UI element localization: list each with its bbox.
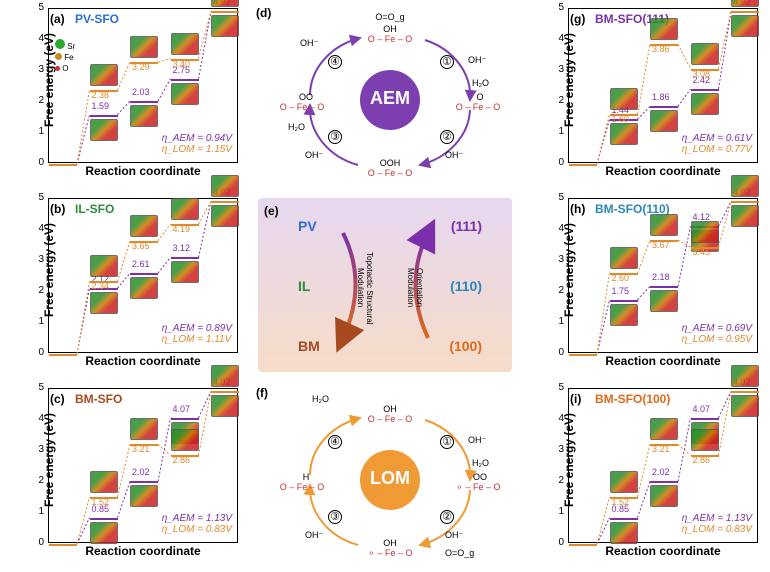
step-4: ④ xyxy=(328,435,342,449)
eta-aem: η_AEM = 0.61V xyxy=(682,133,752,144)
figure-grid: (a) PV-SFO Free energy (eV) Reaction coo… xyxy=(0,0,770,570)
eta-values: η_AEM = 0.89V η_LOM = 1.11V xyxy=(162,323,232,345)
step-3: ③ xyxy=(328,510,342,524)
panel-g: (g) BM-SFO(111) Free energy (eV) Reactio… xyxy=(520,0,770,190)
spf-top: H₂O xyxy=(312,394,329,404)
spf3r: OH⁻ xyxy=(305,530,323,541)
spf1r: OH⁻ xyxy=(468,435,486,446)
sp1r: OH⁻ xyxy=(468,55,486,66)
eta-aem: η_AEM = 0.89V xyxy=(162,323,232,334)
step-2: ② xyxy=(440,130,454,144)
eta-values: η_AEM = 0.61V η_LOM = 0.77V xyxy=(682,133,752,155)
eta-lom: η_LOM = 1.11V xyxy=(162,334,232,345)
spf4a: H xyxy=(286,472,326,482)
panel-e: (e) PV IL BM (111) (110) (100) Topotacti… xyxy=(258,198,512,372)
x-axis-label: Reaction coordinate xyxy=(48,164,238,178)
sp3r: OH⁻ xyxy=(305,150,323,161)
x-axis-label: Reaction coordinate xyxy=(48,544,238,558)
sp4a: OO xyxy=(286,92,326,102)
eta-values: η_AEM = 1.13V η_LOM = 0.83V xyxy=(682,513,752,535)
eta-values: η_AEM = 0.94V η_LOM = 1.15V xyxy=(162,133,232,155)
legend-o: O xyxy=(62,64,68,73)
sp2a: O xyxy=(460,92,500,102)
spf1p: H₂O xyxy=(472,458,489,468)
step-3: ③ xyxy=(328,130,342,144)
eta-lom: η_LOM = 0.95V xyxy=(682,334,752,345)
spf4r: O=O_g xyxy=(445,548,474,558)
spf1a: OH xyxy=(370,404,410,414)
step-4: ④ xyxy=(328,55,342,69)
sp3a: OOH xyxy=(370,158,410,168)
spf1b: O – Fe – O xyxy=(362,414,418,424)
sp4b: O – Fe – O xyxy=(272,102,332,112)
x-axis-label: Reaction coordinate xyxy=(48,354,238,368)
eta-lom: η_LOM = 0.83V xyxy=(162,524,232,535)
panel-c: (c) BM-SFO Free energy (eV) Reaction coo… xyxy=(0,380,250,570)
sp3b: O – Fe – O xyxy=(362,168,418,178)
x-axis-label: Reaction coordinate xyxy=(568,544,758,558)
sp2b: O – Fe – O xyxy=(448,102,508,112)
sp1b: O – Fe – O xyxy=(362,34,418,44)
spf3a: OH xyxy=(370,538,410,548)
eta-aem: η_AEM = 1.13V xyxy=(162,513,232,524)
left-vert-label: Topotactic Structural Modulation xyxy=(356,238,374,338)
panel-a: (a) PV-SFO Free energy (eV) Reaction coo… xyxy=(0,0,250,190)
eta-lom: η_LOM = 0.77V xyxy=(682,144,752,155)
eta-values: η_AEM = 1.13V η_LOM = 0.83V xyxy=(162,513,232,535)
panel-d: (d) AEM ① ② ③ ④ O=O_g OH O – Fe – O OH⁻ … xyxy=(250,0,520,190)
atom-legend: Sr Fe O xyxy=(55,39,75,74)
spf4b: O – Fe – O xyxy=(272,482,332,492)
spf3b: ⚬ – Fe – O xyxy=(362,548,418,559)
step-2: ② xyxy=(440,510,454,524)
step-1: ① xyxy=(440,55,454,69)
sp2r: OH⁻ xyxy=(445,150,463,161)
panel-h: (h) BM-SFO(110) Free energy (eV) Reactio… xyxy=(520,190,770,380)
panel-b: (b) IL-SFO Free energy (eV) Reaction coo… xyxy=(0,190,250,380)
sp1p: H₂O xyxy=(472,78,489,88)
legend-sr: Sr xyxy=(67,42,75,51)
eta-aem: η_AEM = 0.69V xyxy=(682,323,752,334)
spf2b: ⚬ – Fe – O xyxy=(448,482,508,493)
right-vert-label: Orientation Modulation xyxy=(406,248,424,328)
sp1a: OH xyxy=(370,24,410,34)
panel-i: (i) BM-SFO(100) Free energy (eV) Reactio… xyxy=(520,380,770,570)
spf2r: OH⁻ xyxy=(445,530,463,541)
eta-lom: η_LOM = 0.83V xyxy=(682,524,752,535)
eta-aem: η_AEM = 0.94V xyxy=(162,133,232,144)
eta-values: η_AEM = 0.69V η_LOM = 0.95V xyxy=(682,323,752,345)
x-axis-label: Reaction coordinate xyxy=(568,164,758,178)
panel-e-arrows xyxy=(258,198,512,372)
sp4r: OH⁻ xyxy=(300,38,318,49)
x-axis-label: Reaction coordinate xyxy=(568,354,758,368)
eta-lom: η_LOM = 1.15V xyxy=(162,144,232,155)
spf2a: OO xyxy=(460,472,500,482)
legend-fe: Fe xyxy=(64,53,73,62)
panel-f: (f) LOM ① ② ③ ④ H₂O OH O – Fe – O OH⁻ H₂… xyxy=(250,380,520,570)
eta-aem: η_AEM = 1.13V xyxy=(682,513,752,524)
step-1: ① xyxy=(440,435,454,449)
sp3p: H₂O xyxy=(288,122,305,132)
species-top: O=O_g xyxy=(370,12,410,22)
